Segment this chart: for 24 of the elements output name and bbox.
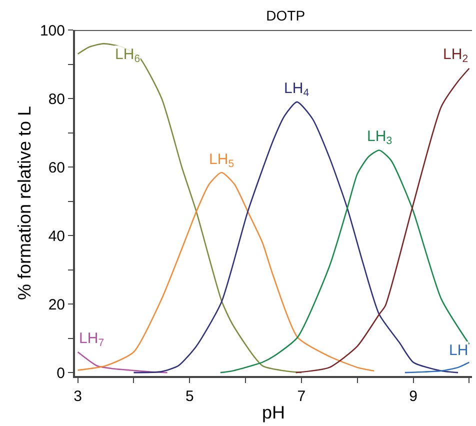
y-tick-label: 60 — [48, 159, 65, 176]
chart-title: DOTP — [266, 7, 306, 24]
line-series — [404, 362, 470, 374]
x-tick-label: 9 — [409, 388, 418, 405]
y-tick-label: 100 — [40, 22, 65, 40]
series-label: LH$_{7}$ — [79, 330, 104, 350]
line-series — [77, 43, 302, 374]
y-tick-label: 20 — [48, 296, 65, 314]
y-tick-label: 80 — [48, 90, 65, 108]
x-tick-label: 3 — [74, 388, 82, 405]
series-label: LH$_{6}$ — [115, 46, 140, 66]
line-series — [77, 351, 168, 374]
series-label: LH$_{5}$ — [209, 151, 234, 170]
series-label: LH$_{4}$ — [284, 80, 310, 100]
y-axis-title: % formation relative to L — [14, 106, 35, 300]
y-tick-label: 0 — [56, 364, 65, 382]
x-tick-label: 5 — [185, 388, 194, 405]
x-axis-title: pH — [262, 402, 286, 423]
x-tick-label: 7 — [297, 388, 306, 405]
line-series — [77, 172, 375, 372]
series-label: LH — [449, 342, 468, 359]
series-label: LH$_{3}$ — [367, 128, 392, 148]
series-label: LH$_{2}$ — [443, 46, 468, 66]
y-tick-label: 40 — [48, 228, 65, 245]
